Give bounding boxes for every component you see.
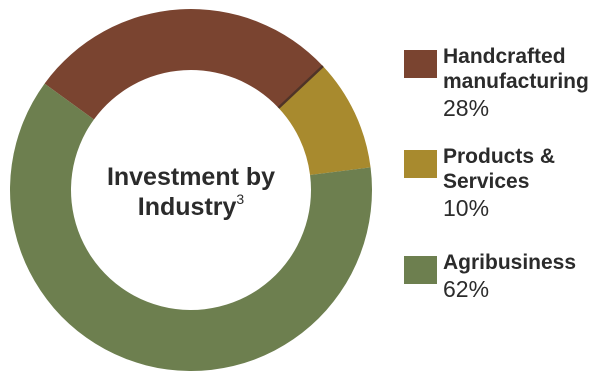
- legend-item-agribusiness: Agribusiness 62%: [404, 250, 615, 304]
- legend-label-products-services: Products & Services: [443, 145, 556, 193]
- chart-title: Investment by Industry3: [60, 162, 322, 222]
- donut-chart: [10, 8, 372, 371]
- legend-value-products-services: 10%: [443, 195, 490, 221]
- legend-swatch-handcrafted: [404, 50, 437, 78]
- legend: Handcrafted manufacturing 28% Products &…: [404, 44, 615, 304]
- legend-label-agribusiness: Agribusiness: [443, 251, 577, 274]
- donut-slice-handcrafted: [44, 8, 323, 120]
- legend-item-products-services: Products & Services 10%: [404, 144, 615, 250]
- legend-swatch-products-services: [404, 150, 437, 178]
- donut-slice-products-services: [278, 66, 371, 175]
- donut-slice-agribusiness: [10, 83, 372, 371]
- slice-divider: [277, 65, 324, 109]
- legend-swatch-agribusiness: [404, 256, 437, 284]
- legend-value-handcrafted: 28%: [443, 95, 490, 121]
- legend-value-agribusiness: 62%: [443, 276, 490, 302]
- legend-label-handcrafted: Handcrafted manufacturing: [443, 45, 589, 93]
- legend-item-handcrafted: Handcrafted manufacturing 28%: [404, 44, 615, 144]
- footnote-marker: 3: [236, 191, 245, 207]
- chart-title-text: Investment by Industry: [106, 163, 276, 221]
